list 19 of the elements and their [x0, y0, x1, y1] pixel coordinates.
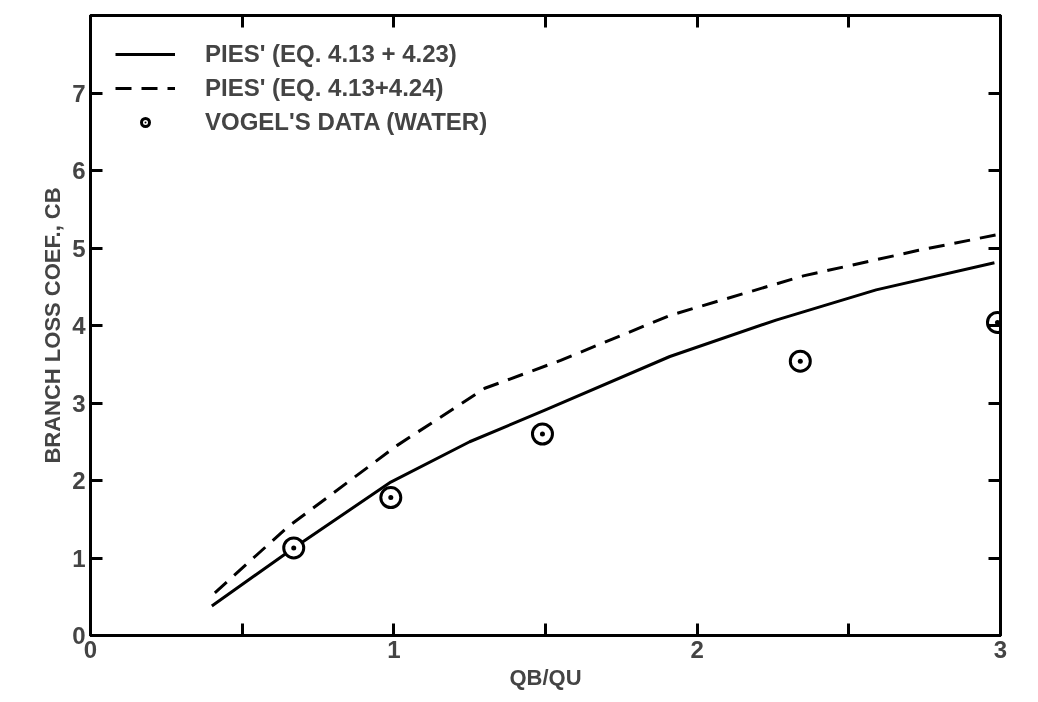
y-tick-label: 3 — [72, 389, 86, 417]
legend-label: PIES' (EQ. 4.13 + 4.23) — [205, 40, 457, 68]
point — [379, 486, 403, 510]
y-tick-label: 4 — [72, 312, 87, 339]
y-tick-label: 2 — [72, 467, 86, 494]
point — [282, 536, 306, 560]
y-tick-label: 7 — [72, 79, 86, 107]
x-tick-label: 3 — [993, 635, 1008, 663]
x-tick-label: 2 — [690, 635, 704, 663]
x-axis-title: QB/QU — [509, 664, 582, 690]
x-tick-label: 1 — [387, 635, 401, 663]
legend-label: VOGEL'S DATA (WATER) — [205, 108, 488, 136]
point — [530, 422, 554, 446]
y-tick-label: 1 — [72, 544, 86, 572]
y-tick-label: 5 — [72, 234, 86, 262]
legend-label: PIES' (EQ. 4.13+4.24) — [205, 74, 444, 102]
y-axis-title: BRANCH LOSS COEF., CB — [40, 187, 66, 464]
point — [788, 349, 812, 373]
y-tick-label: 6 — [72, 157, 86, 184]
